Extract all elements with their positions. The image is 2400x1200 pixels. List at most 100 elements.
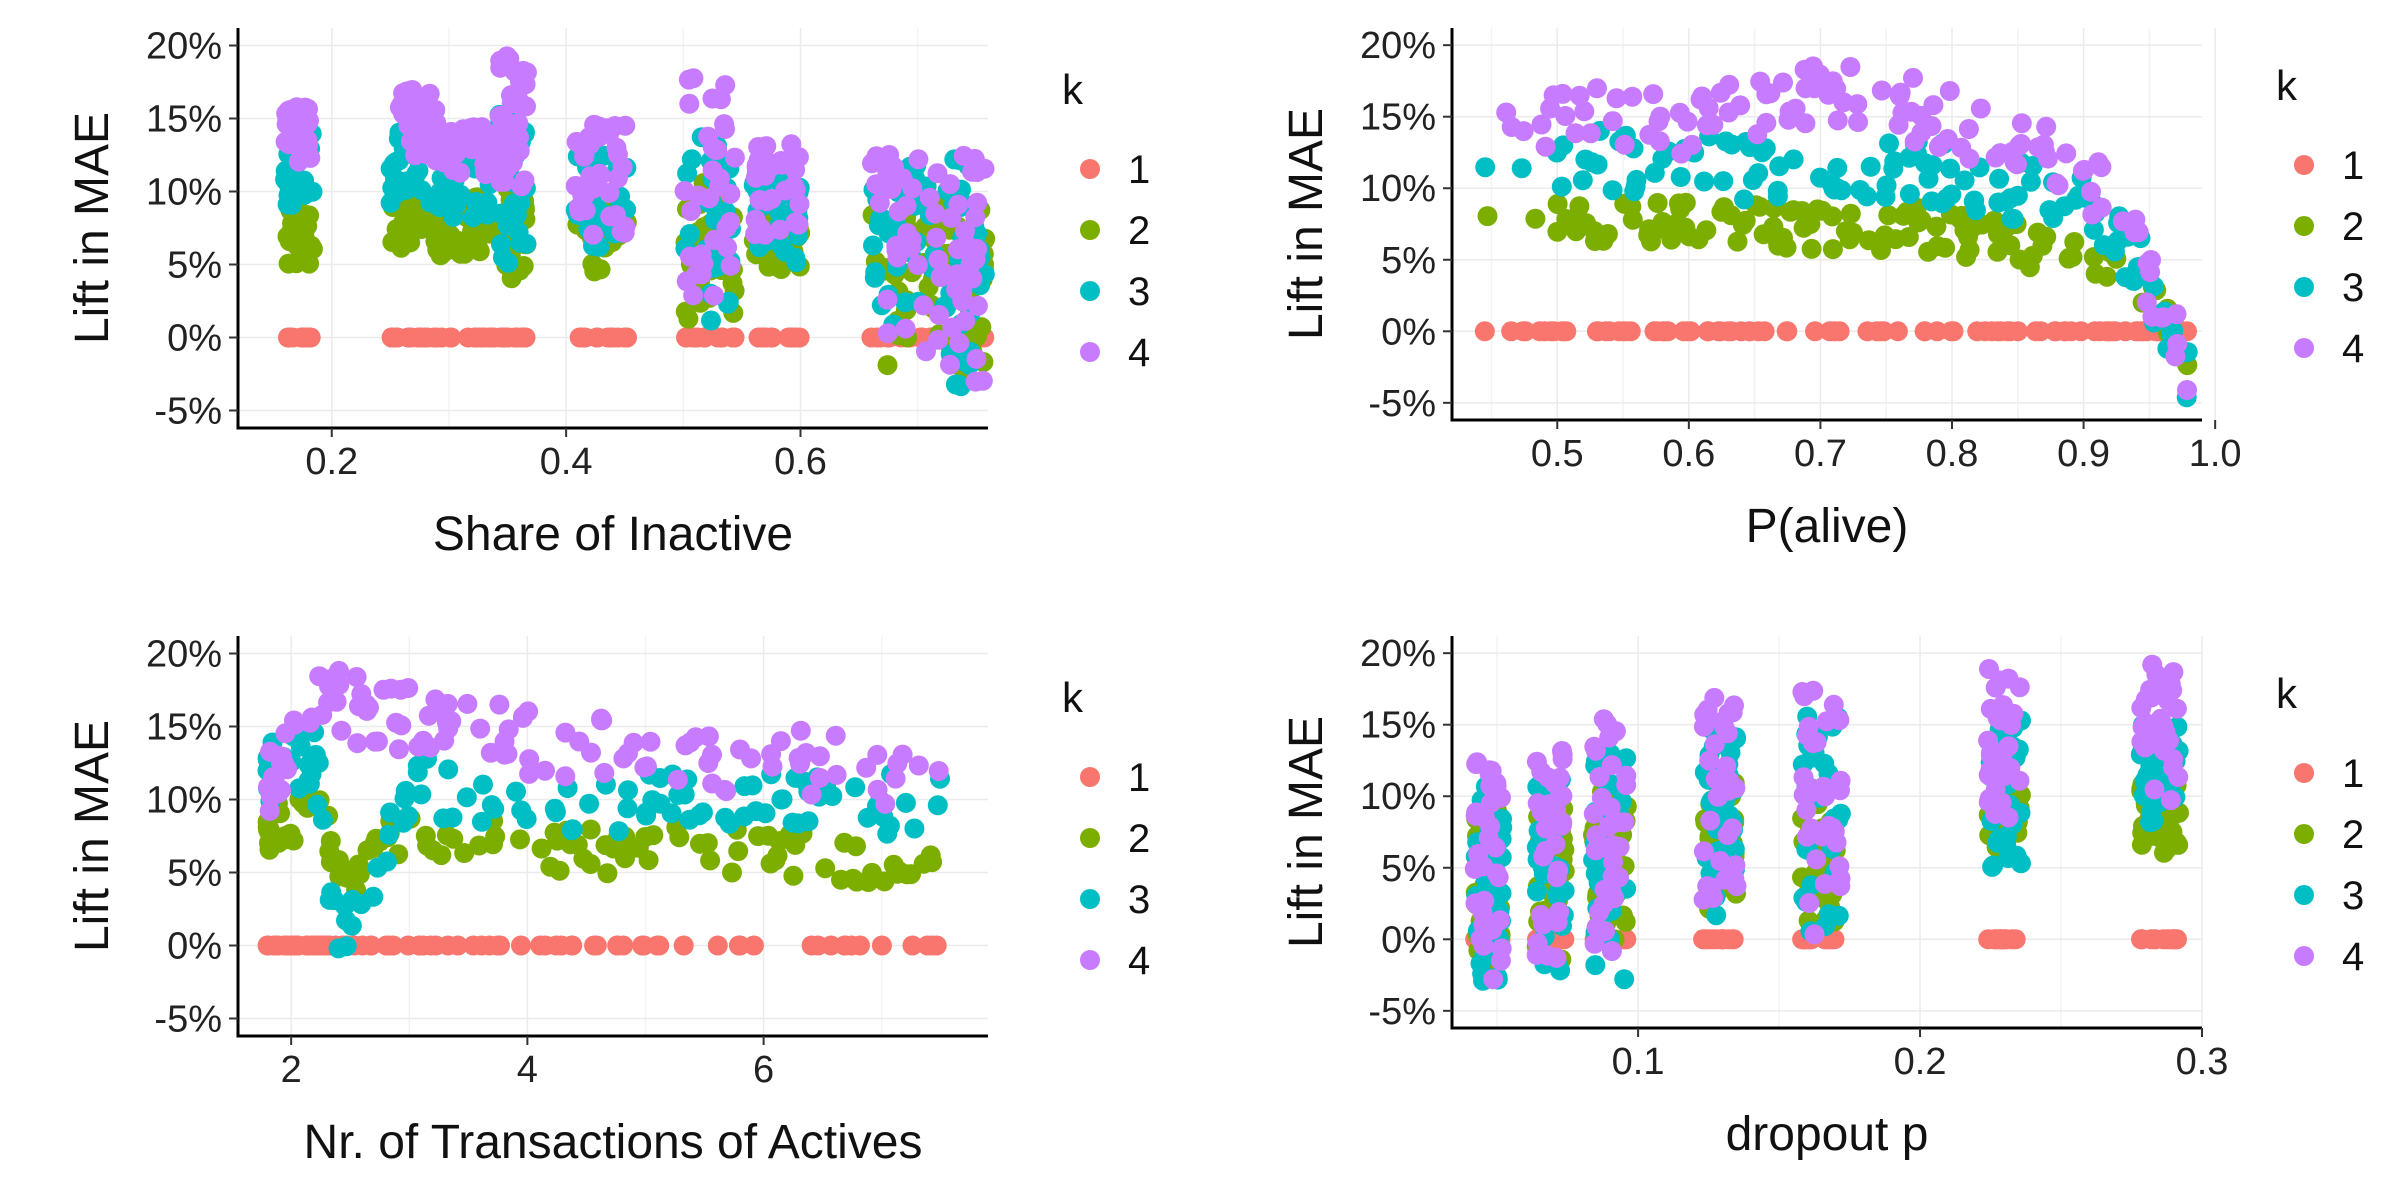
data-point-k4 [1718,780,1739,801]
data-point-k4 [1696,115,1717,136]
data-point-k4 [475,164,496,185]
data-point-k2 [299,253,320,274]
data-point-k4 [1929,135,1950,156]
data-point-k2 [582,254,603,274]
data-point-k4 [575,200,596,221]
data-point-k4 [1814,874,1835,894]
legend-key-3 [2294,277,2314,297]
data-point-k4 [2144,779,2165,800]
data-point-k3 [1721,134,1742,155]
data-point-k2 [1962,217,1983,238]
data-point-k4 [1993,766,2014,787]
data-point-k1 [1991,929,2012,950]
points [1474,56,2198,408]
data-point-k4 [801,784,822,805]
data-point-k3 [321,882,342,903]
data-point-k4 [1840,57,1861,77]
data-point-k4 [948,194,969,215]
data-point-k4 [789,194,810,215]
data-point-k4 [1555,106,1576,126]
data-point-k2 [363,838,384,858]
legend: k 1 2 3 4 [1062,66,1150,375]
data-point-k3 [1884,151,1905,172]
data-point-k2 [423,840,444,861]
data-point-k2 [846,836,866,857]
x-tick-label: 0.6 [774,441,827,483]
data-point-k4 [1598,816,1619,837]
x-tick-label: 0.5 [1531,433,1584,475]
data-point-k2 [1858,230,1879,251]
data-point-k4 [346,667,367,687]
data-point-k4 [572,137,593,158]
x-tick-label: 6 [753,1049,774,1091]
data-point-k4 [720,183,741,204]
data-point-k1 [408,327,428,348]
points [1464,654,2189,991]
data-point-k4 [501,85,521,106]
data-point-k4 [500,115,521,136]
legend-label-4: 4 [1128,331,1150,375]
data-point-k2 [1622,209,1643,230]
data-point-k1 [438,935,458,956]
legend-key-1 [1080,767,1100,787]
data-point-k4 [1468,844,1489,864]
data-point-k4 [613,748,634,769]
data-point-k4 [606,137,627,158]
data-point-k4 [1750,71,1771,92]
data-point-k3 [500,214,521,235]
data-point-k4 [1795,113,1816,134]
data-point-k2 [1641,231,1661,252]
y-tick-label: -5% [154,998,222,1040]
data-point-k4 [1806,849,1827,870]
data-point-k4 [260,784,281,805]
data-point-k4 [2147,715,2168,736]
data-point-k1 [1658,321,1678,342]
data-point-k2 [427,239,448,260]
data-point-k4 [1823,694,1844,715]
data-point-k1 [312,935,333,956]
data-point-k3 [668,784,689,805]
data-point-k4 [1546,867,1567,888]
data-point-k2 [615,848,635,869]
data-point-k4 [1778,109,1799,130]
data-point-k4 [2146,664,2167,685]
data-point-k3 [307,794,327,815]
data-point-k4 [730,739,750,760]
data-point-k3 [1875,186,1896,207]
data-point-k4 [1552,83,1573,104]
data-point-k4 [2011,113,2032,134]
data-point-k4 [2152,307,2172,328]
data-point-k2 [544,822,565,843]
data-point-k4 [418,705,439,726]
data-point-k4 [405,107,426,128]
data-point-k2 [2000,235,2021,256]
data-point-k1 [1975,321,1996,342]
data-point-k4 [2166,698,2187,719]
data-point-k4 [826,764,847,785]
data-point-k4 [259,800,280,821]
data-point-k3 [1742,170,1763,190]
data-point-k4 [365,731,386,752]
data-point-k4 [785,212,806,233]
data-point-k4 [869,192,890,213]
data-point-k4 [331,720,352,741]
data-point-k2 [1675,217,1696,238]
data-point-k3 [681,149,702,170]
legend-label-2: 2 [1128,209,1150,253]
data-point-k2 [549,860,570,881]
y-tick-label: 10% [146,780,222,822]
data-point-k3 [2006,845,2027,866]
data-point-k2 [322,847,343,868]
legend-key-2 [2294,216,2314,236]
data-point-k1 [1914,321,1935,342]
y-tick-label: 10% [1360,776,1436,818]
legend: k 1 2 3 4 [2276,670,2364,979]
data-point-k4 [590,165,611,186]
data-point-k4 [1545,834,1566,855]
data-point-k4 [569,731,590,752]
data-point-k3 [1585,955,1606,976]
data-point-k1 [1805,321,1825,342]
data-point-k4 [1552,741,1572,761]
data-point-k2 [888,860,909,881]
data-point-k1 [1501,321,1522,342]
